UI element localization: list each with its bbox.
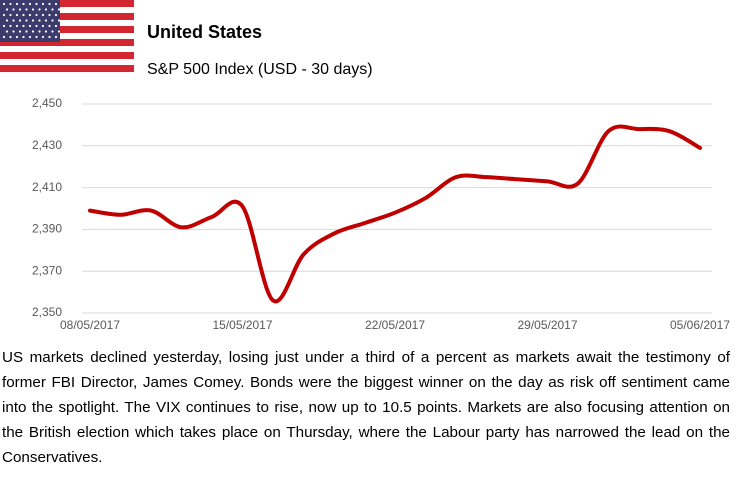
y-tick-label: 2,370 (32, 263, 62, 277)
series-line (88, 124, 702, 304)
y-tick-label: 2,430 (32, 138, 62, 152)
y-tick-label: 2,390 (32, 222, 62, 236)
x-tick-label: 15/05/2017 (212, 318, 272, 332)
y-tick-label: 2,450 (32, 96, 62, 110)
y-tick-label: 2,350 (32, 305, 62, 319)
x-tick-label: 22/05/2017 (365, 318, 425, 332)
subtitle: S&P 500 Index (USD - 30 days) (147, 61, 373, 78)
us-flag (0, 0, 134, 80)
x-tick-label: 29/05/2017 (517, 318, 577, 332)
x-tick-label: 08/05/2017 (60, 318, 120, 332)
chart: 2,350 2,370 2,390 2,410 2,430 2,450 08/05/2017… (32, 96, 730, 332)
title: United States (147, 22, 263, 42)
y-tick-label: 2,410 (32, 180, 62, 194)
commentary: US markets declined yesterday, losing ju… (2, 349, 730, 466)
x-tick-label: 05/06/2017 (670, 318, 730, 332)
